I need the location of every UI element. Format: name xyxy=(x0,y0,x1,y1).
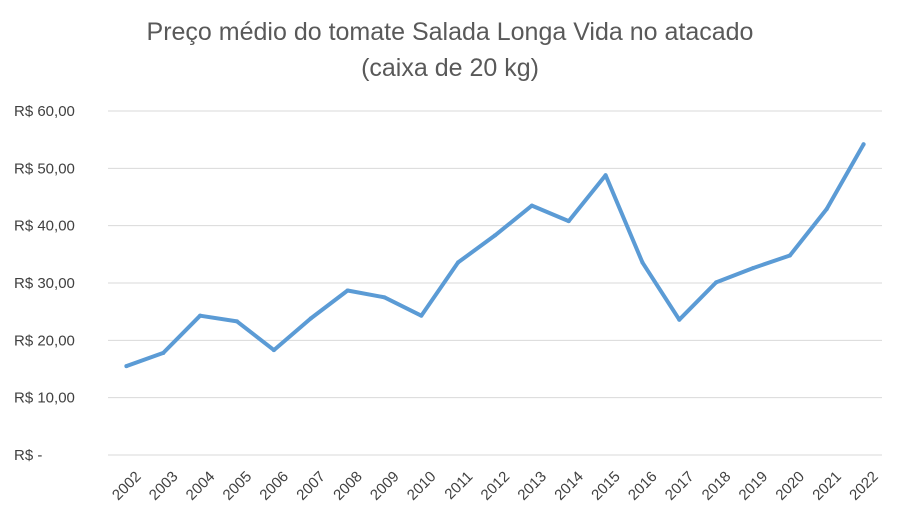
data-point xyxy=(566,219,571,224)
y-tick-label: R$ - xyxy=(14,447,42,464)
data-point xyxy=(198,313,203,318)
data-point xyxy=(161,350,166,355)
x-tick-label: 2006 xyxy=(256,468,292,504)
x-tick-label: 2012 xyxy=(478,468,514,504)
data-point xyxy=(235,319,239,324)
x-tick-label: 2004 xyxy=(183,468,219,504)
data-point xyxy=(345,288,350,293)
data-point xyxy=(529,203,534,208)
data-point xyxy=(677,317,682,322)
data-point xyxy=(308,316,313,321)
x-tick-label: 2018 xyxy=(699,468,735,504)
y-tick-label: R$ 20,00 xyxy=(14,332,75,349)
data-point xyxy=(382,295,387,300)
x-axis-labels: 2002 2003 2004 2005 2006 2007 2008 2009 2010 2011… xyxy=(109,468,882,504)
x-tick-label: 2019 xyxy=(736,468,772,504)
x-tick-label: 2022 xyxy=(846,468,882,504)
data-point xyxy=(124,364,129,369)
x-tick-label: 2016 xyxy=(625,468,661,504)
series-line xyxy=(124,142,866,369)
data-point xyxy=(861,142,866,147)
data-point xyxy=(787,253,792,258)
data-point xyxy=(456,260,461,265)
data-point xyxy=(603,173,608,178)
x-tick-label: 2007 xyxy=(293,468,329,504)
x-tick-label: 2015 xyxy=(588,468,624,504)
x-tick-label: 2013 xyxy=(514,468,550,504)
series-group xyxy=(124,142,866,369)
chart-title-line-1: Preço médio do tomate Salada Longa Vida … xyxy=(146,18,754,46)
x-tick-label: 2020 xyxy=(772,468,808,504)
x-tick-label: 2003 xyxy=(146,468,182,504)
x-tick-label: 2009 xyxy=(367,468,403,504)
y-tick-label: R$ 50,00 xyxy=(14,160,75,177)
y-axis-labels: R$ - R$ 10,00 R$ 20,00 R$ 30,00 R$ 40,00 R$ 5… xyxy=(14,103,75,464)
x-tick-label: 2021 xyxy=(809,468,845,504)
y-tick-label: R$ 60,00 xyxy=(14,103,75,120)
x-tick-label: 2011 xyxy=(441,468,476,503)
chart-title-line-2: (caixa de 20 kg) xyxy=(361,54,539,82)
data-point xyxy=(271,348,276,353)
data-point xyxy=(824,207,829,212)
data-point xyxy=(714,280,719,285)
y-tick-label: R$ 40,00 xyxy=(14,218,75,235)
y-tick-label: R$ 10,00 xyxy=(14,390,75,407)
data-point xyxy=(419,313,424,318)
data-point xyxy=(493,233,497,238)
gridlines xyxy=(108,110,882,456)
data-point xyxy=(751,266,755,271)
data-point xyxy=(640,260,645,265)
chart-title: Preço médio do tomate Salada Longa Vida … xyxy=(0,14,900,86)
y-tick-label: R$ 30,00 xyxy=(14,275,75,292)
x-tick-label: 2014 xyxy=(551,468,587,504)
x-tick-label: 2017 xyxy=(662,468,698,504)
x-tick-label: 2002 xyxy=(109,468,145,504)
x-tick-label: 2008 xyxy=(330,468,366,504)
x-tick-label: 2005 xyxy=(220,468,256,504)
x-tick-label: 2010 xyxy=(404,468,440,504)
